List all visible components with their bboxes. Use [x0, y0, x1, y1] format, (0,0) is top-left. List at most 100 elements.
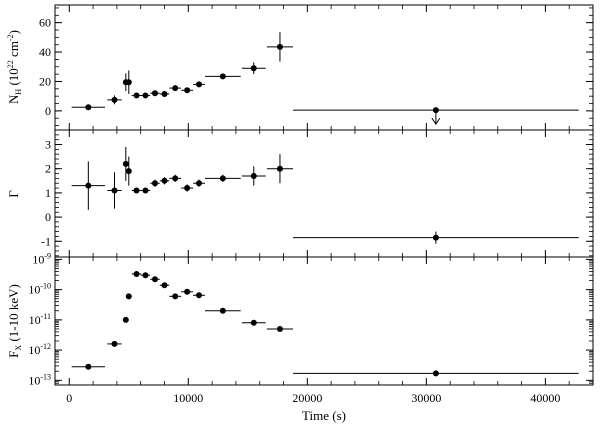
- data-point: [293, 107, 579, 126]
- data-point: [169, 293, 182, 300]
- data-point: [193, 81, 205, 88]
- points-layer: [71, 32, 579, 377]
- data-marker: [172, 293, 179, 300]
- data-marker: [125, 79, 132, 86]
- ticks-layer: [55, 5, 594, 386]
- data-point: [125, 70, 132, 94]
- data-marker: [196, 292, 203, 299]
- data-marker: [219, 307, 226, 314]
- data-point: [293, 231, 579, 244]
- data-marker: [250, 172, 257, 179]
- data-marker: [161, 177, 168, 184]
- data-point: [140, 187, 151, 194]
- data-marker: [142, 272, 149, 279]
- data-marker: [133, 187, 140, 194]
- data-marker: [161, 282, 168, 289]
- data-point: [266, 325, 294, 332]
- data-point: [241, 166, 266, 186]
- data-point: [159, 282, 170, 289]
- data-point: [204, 307, 241, 314]
- data-point: [169, 85, 182, 92]
- data-marker: [184, 87, 191, 94]
- data-marker: [122, 160, 129, 167]
- data-point: [122, 316, 129, 323]
- data-marker: [250, 65, 257, 72]
- y-tick-label: 10-9: [32, 251, 51, 266]
- data-point: [125, 156, 132, 186]
- data-point: [266, 154, 294, 184]
- data-point: [193, 292, 205, 299]
- data-marker: [111, 340, 118, 347]
- top-ylabel: NH (1022 cm-2): [6, 30, 23, 104]
- x-axis-label: Time (s): [302, 408, 346, 423]
- data-point: [131, 187, 142, 194]
- y-tick-label: 0: [45, 210, 51, 224]
- y-tick-label: 20: [39, 74, 51, 88]
- data-point: [241, 319, 266, 326]
- data-marker: [125, 168, 132, 175]
- middle-ylabel: Γ: [6, 190, 21, 198]
- x-tick-label: 0: [66, 391, 72, 405]
- data-marker: [432, 370, 439, 377]
- y-tick-label: 10-11: [29, 312, 51, 327]
- data-marker: [142, 92, 149, 99]
- data-point: [181, 87, 194, 94]
- data-point: [193, 179, 205, 187]
- y-tick-label: 60: [39, 16, 51, 30]
- data-point: [159, 177, 170, 185]
- data-marker: [122, 316, 129, 323]
- data-point: [150, 276, 160, 283]
- data-marker: [432, 234, 439, 241]
- data-marker: [276, 165, 283, 172]
- data-point: [131, 92, 142, 99]
- data-point: [266, 32, 294, 62]
- data-point: [150, 179, 160, 187]
- data-marker: [133, 270, 140, 277]
- data-marker: [196, 81, 203, 88]
- data-point: [107, 95, 122, 105]
- y-tick-label: 10-10: [28, 282, 51, 297]
- data-point: [140, 272, 151, 279]
- upper-limit-arrow-head: [431, 117, 441, 126]
- labels-layer: 0 20 40 60 -1 0 1 2 3 10-13 10-12 10-11 10-10 10-9 0 10…: [28, 16, 560, 405]
- x-tick-label: 30000: [411, 391, 441, 405]
- data-point: [181, 288, 194, 295]
- x-tick-label: 10000: [173, 391, 203, 405]
- y-tick-label: 3: [45, 138, 51, 152]
- data-marker: [111, 96, 118, 103]
- data-point: [125, 293, 132, 300]
- data-point: [122, 146, 129, 181]
- x-tick-label: 20000: [292, 391, 322, 405]
- y-tick-label: 1: [45, 186, 51, 200]
- data-marker: [184, 185, 191, 192]
- y-tick-label: 10-12: [28, 342, 51, 357]
- data-point: [159, 90, 170, 97]
- data-marker: [184, 288, 191, 295]
- y-tick-label: 10-13: [28, 372, 51, 387]
- data-marker: [85, 363, 92, 370]
- data-marker: [133, 92, 140, 99]
- data-marker: [276, 325, 283, 332]
- data-marker: [125, 293, 132, 300]
- data-point: [293, 370, 579, 377]
- data-marker: [111, 187, 118, 194]
- data-marker: [151, 90, 158, 97]
- data-point: [169, 174, 182, 183]
- data-marker: [250, 319, 257, 326]
- data-point: [107, 172, 122, 209]
- top-panel-frame: [54, 4, 594, 131]
- data-point: [131, 270, 142, 277]
- data-point: [107, 340, 122, 347]
- data-marker: [219, 73, 226, 80]
- data-marker: [151, 276, 158, 283]
- bottom-ylabel: FX (1-10 keV): [6, 284, 23, 358]
- y-tick-label: -1: [41, 234, 51, 248]
- y-tick-label: 2: [45, 162, 51, 176]
- data-point: [71, 104, 105, 111]
- data-marker: [85, 104, 92, 111]
- data-point: [241, 62, 266, 75]
- data-point: [181, 184, 194, 192]
- data-point: [204, 174, 241, 183]
- x-tick-label: 40000: [530, 391, 560, 405]
